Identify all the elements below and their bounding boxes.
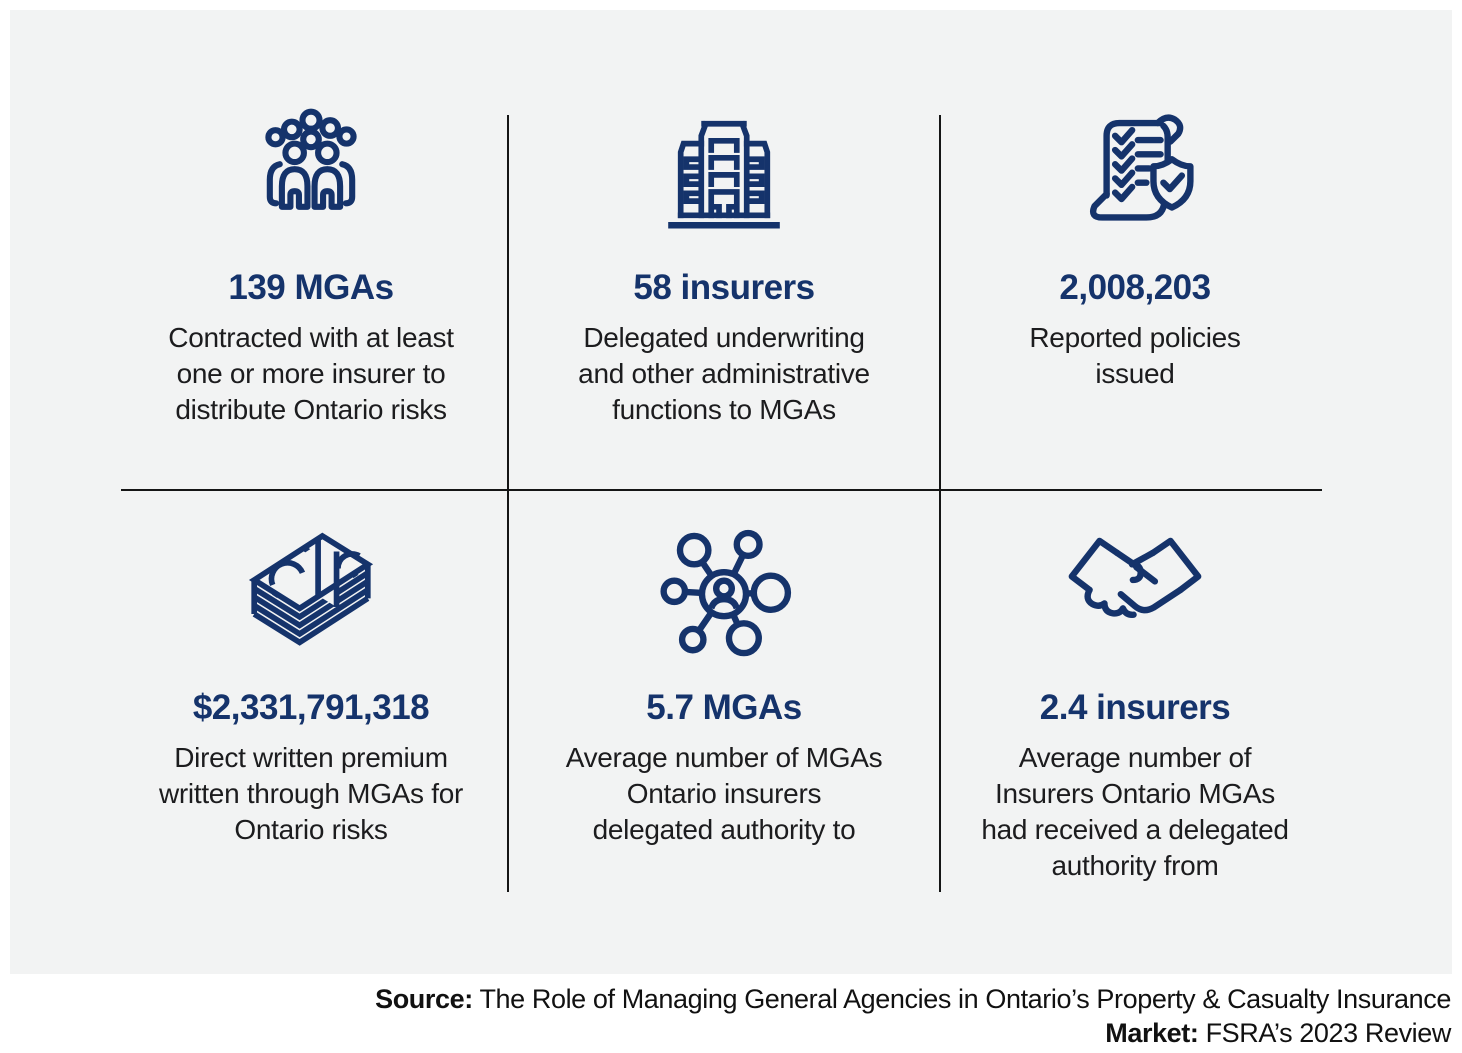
policy-scroll-shield-icon <box>1089 114 1194 221</box>
stat-value: 139 MGAs <box>228 268 394 307</box>
icon-box <box>1064 102 1206 252</box>
stat-cell-insurers: 58 insurers Delegated underwriting and o… <box>514 102 934 428</box>
stat-description: Delegated underwriting and other adminis… <box>578 322 870 425</box>
delegation-network-icon <box>660 529 792 657</box>
stat-value: 58 insurers <box>633 268 815 307</box>
people-group-icon <box>265 108 357 210</box>
office-building-icon <box>668 120 780 229</box>
icon-box <box>653 522 795 672</box>
market-text: FSRA’s 2023 Review <box>1198 1018 1452 1048</box>
stat-cell-avg-mgas: 5.7 MGAs Average number of MGAs Ontario … <box>514 522 934 848</box>
stat-value: 2,008,203 <box>1059 268 1211 307</box>
source-line-2: Market: FSRA’s 2023 Review <box>375 1016 1451 1050</box>
icon-box <box>653 102 795 252</box>
stat-cell-policies: 2,008,203 Reported policies issued <box>925 102 1345 392</box>
stat-value: $2,331,791,318 <box>192 688 430 727</box>
stat-value: 2.4 insurers <box>1039 688 1231 727</box>
source-label: Source: <box>375 984 473 1014</box>
stat-description: Reported policies issued <box>1029 322 1241 389</box>
source-text: The Role of Managing General Agencies in… <box>472 984 1451 1014</box>
stat-cell-avg-insurers: 2.4 insurers Average number of Insurers … <box>925 522 1345 884</box>
stat-cell-mgas: 139 MGAs Contracted with at least one or… <box>101 102 521 428</box>
market-label: Market: <box>1105 1018 1199 1048</box>
source-citation: Source: The Role of Managing General Age… <box>375 982 1451 1050</box>
source-line-1: Source: The Role of Managing General Age… <box>375 982 1451 1016</box>
grid-divider-horizontal <box>121 489 1322 491</box>
icon-box <box>1064 522 1206 672</box>
handshake-icon <box>1068 537 1202 618</box>
stat-cell-premium: $2,331,791,318 Direct written premium wr… <box>101 522 521 848</box>
stat-value: 5.7 MGAs <box>646 688 802 727</box>
grid-divider-vertical-2 <box>939 115 941 892</box>
stat-description: Direct written premium written through M… <box>158 742 464 845</box>
stat-description: Contracted with at least one or more ins… <box>168 322 454 425</box>
icon-box <box>240 522 382 672</box>
stat-description: Average number of MGAs Ontario insurers … <box>565 742 883 845</box>
icon-box <box>240 102 382 252</box>
stat-description: Average number of Insurers Ontario MGAs … <box>981 742 1289 881</box>
stats-card: 139 MGAs Contracted with at least one or… <box>10 10 1452 974</box>
grid-divider-vertical-1 <box>507 115 509 892</box>
money-stack-icon <box>248 532 374 646</box>
